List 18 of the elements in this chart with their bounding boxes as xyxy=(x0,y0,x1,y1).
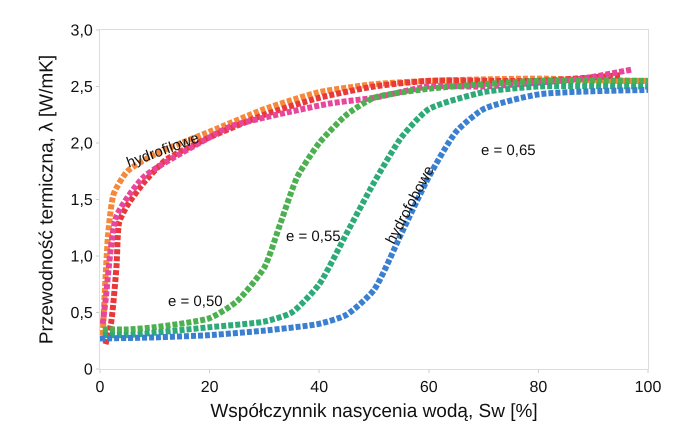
y-tick-label: 0 xyxy=(84,362,93,379)
y-tick-label: 1,5 xyxy=(70,192,93,210)
x-tick-label: 40 xyxy=(310,379,328,396)
annotation: e = 0,55 xyxy=(286,228,341,245)
annotation: e = 0,50 xyxy=(168,293,223,310)
y-tick-label: 2,5 xyxy=(70,79,93,96)
x-tick-label: 100 xyxy=(634,379,662,396)
y-tick-label: 3,0 xyxy=(70,22,93,40)
annotation: e = 0,65 xyxy=(481,142,536,159)
y-tick-label: 0,5 xyxy=(70,305,93,322)
y-tick-label: 1,0 xyxy=(70,248,93,266)
x-tick-label: 80 xyxy=(530,379,548,396)
y-axis-title: Przewodność termiczna, λ [W/mK] xyxy=(36,54,58,344)
x-tick-label: 60 xyxy=(420,379,438,396)
y-tick-label: 2,0 xyxy=(70,136,93,153)
x-tick-label: 0 xyxy=(96,379,105,396)
x-axis-title: Współczynnik nasycenia wodą, Sw [%] xyxy=(210,401,538,422)
x-tick-label: 20 xyxy=(200,379,219,396)
